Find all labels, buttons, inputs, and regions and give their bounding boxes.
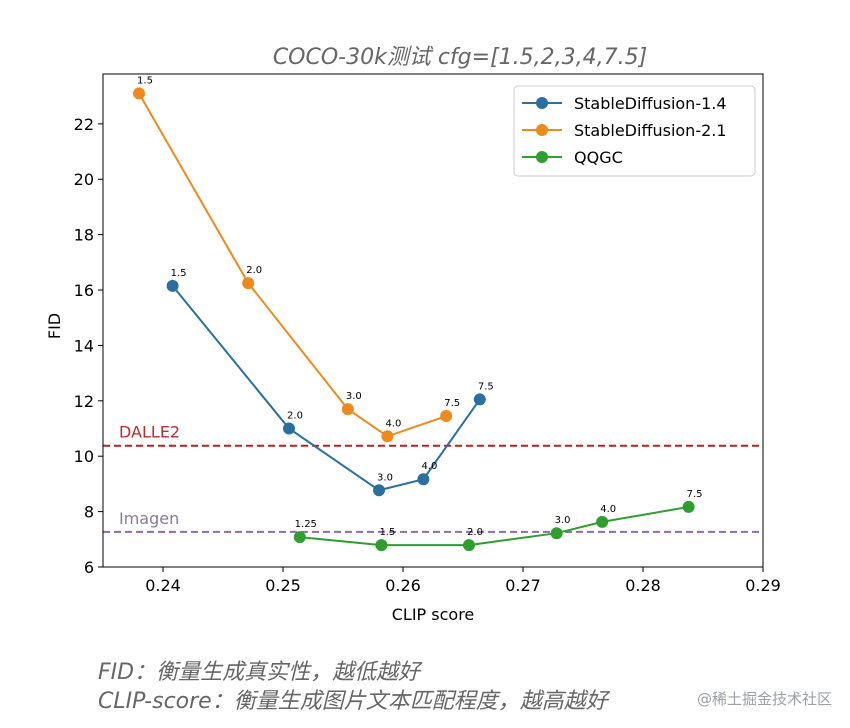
y-tick-label: 8: [84, 503, 94, 522]
data-label-stablediffusion-1-4-1: 2.0: [287, 411, 303, 422]
data-point-stablediffusion-2-1-1: [242, 277, 255, 290]
y-tick-label: 20: [74, 170, 94, 189]
data-point-stablediffusion-1-4-0: [166, 279, 179, 292]
data-point-qqgc-0: [293, 531, 306, 544]
series-line-stablediffusion-2-1: [138, 92, 447, 438]
data-label-qqgc-3: 3.0: [555, 515, 571, 526]
data-point-stablediffusion-2-1-4: [440, 410, 453, 423]
x-tick-label: 0.26: [385, 576, 421, 595]
data-label-qqgc-2: 2.0: [467, 527, 483, 538]
y-axis-label: FID: [45, 313, 64, 339]
data-point-stablediffusion-2-1-3: [381, 430, 394, 443]
data-point-stablediffusion-2-1-2: [341, 403, 354, 416]
data-label-qqgc-5: 7.5: [687, 489, 703, 500]
caption-fid: FID：衡量生成真实性，越低越好: [98, 660, 421, 685]
fid-vs-clip-chart: COCO-30k测试 cfg=[1.5,2,3,4,7.5] DALLE2 Ima…: [45, 45, 781, 624]
legend-marker-stablediffusion-1-4: [536, 97, 548, 109]
data-point-qqgc-5: [682, 500, 695, 513]
legend-label-stablediffusion-2-1: StableDiffusion-2.1: [574, 121, 727, 140]
data-label-stablediffusion-2-1-4: 7.5: [444, 398, 460, 409]
plot-area: DALLE2 Imagen 1.5 2.0 3.0 4.0 7.5 1.5 2.0 3.0 4.0 7…: [74, 73, 781, 595]
data-label-stablediffusion-2-1-2: 3.0: [346, 391, 362, 402]
x-tick-label: 0.28: [625, 576, 661, 595]
x-tick-label: 0.29: [745, 576, 781, 595]
data-point-qqgc-2: [463, 539, 475, 552]
data-label-stablediffusion-1-4-0: 1.5: [171, 268, 187, 279]
series-line-qqgc: [299, 505, 689, 547]
data-label-stablediffusion-1-4-4: 7.5: [478, 381, 494, 392]
caption-clip-score: CLIP-score：衡量生成图片文本匹配程度，越高越好: [98, 689, 608, 714]
y-tick-label: 16: [74, 281, 94, 300]
data-label-stablediffusion-1-4-2: 3.0: [377, 472, 393, 483]
reference-label-dalle2: DALLE2: [119, 423, 180, 442]
watermark: @稀土掘金技术社区: [696, 690, 832, 708]
chart-title: COCO-30k测试 cfg=[1.5,2,3,4,7.5]: [273, 45, 647, 70]
data-point-stablediffusion-1-4-4: [473, 393, 486, 406]
y-tick-label: 14: [74, 336, 94, 355]
data-label-stablediffusion-2-1-3: 4.0: [385, 418, 401, 429]
data-point-stablediffusion-2-1-0: [133, 87, 145, 100]
data-point-qqgc-3: [550, 527, 563, 540]
data-point-qqgc-1: [375, 539, 388, 552]
legend-box: [513, 85, 756, 177]
legend-marker-qqgc: [536, 151, 548, 163]
x-tick-label: 0.25: [265, 576, 301, 595]
data-label-qqgc-1: 1.5: [379, 527, 395, 538]
y-tick-label: 10: [74, 447, 94, 466]
series-line-stablediffusion-1-4: [171, 285, 481, 492]
data-point-stablediffusion-1-4-3: [417, 473, 430, 486]
data-label-stablediffusion-1-4-3: 4.0: [421, 461, 437, 472]
legend-marker-stablediffusion-2-1: [536, 124, 548, 136]
data-label-stablediffusion-2-1-0: 1.5: [137, 75, 153, 86]
data-label-stablediffusion-2-1-1: 2.0: [246, 265, 262, 276]
data-point-stablediffusion-1-4-2: [373, 484, 385, 497]
legend-label-stablediffusion-1-4: StableDiffusion-1.4: [574, 94, 727, 113]
y-tick-label: 18: [74, 226, 94, 245]
y-tick-label: 22: [74, 115, 94, 134]
x-tick-label: 0.24: [145, 576, 181, 595]
plot-frame: [102, 73, 764, 568]
data-point-stablediffusion-1-4-1: [283, 422, 295, 435]
data-label-qqgc-0: 1.25: [295, 519, 317, 530]
legend-label-qqgc: QQGC: [574, 148, 623, 167]
x-axis-label: CLIP score: [392, 605, 475, 624]
x-tick-label: 0.27: [505, 576, 541, 595]
y-tick-label: 6: [84, 558, 94, 577]
reference-label-imagen: Imagen: [119, 509, 179, 528]
data-point-qqgc-4: [596, 515, 609, 528]
y-tick-label: 12: [74, 392, 94, 411]
data-label-qqgc-4: 4.0: [600, 504, 616, 515]
